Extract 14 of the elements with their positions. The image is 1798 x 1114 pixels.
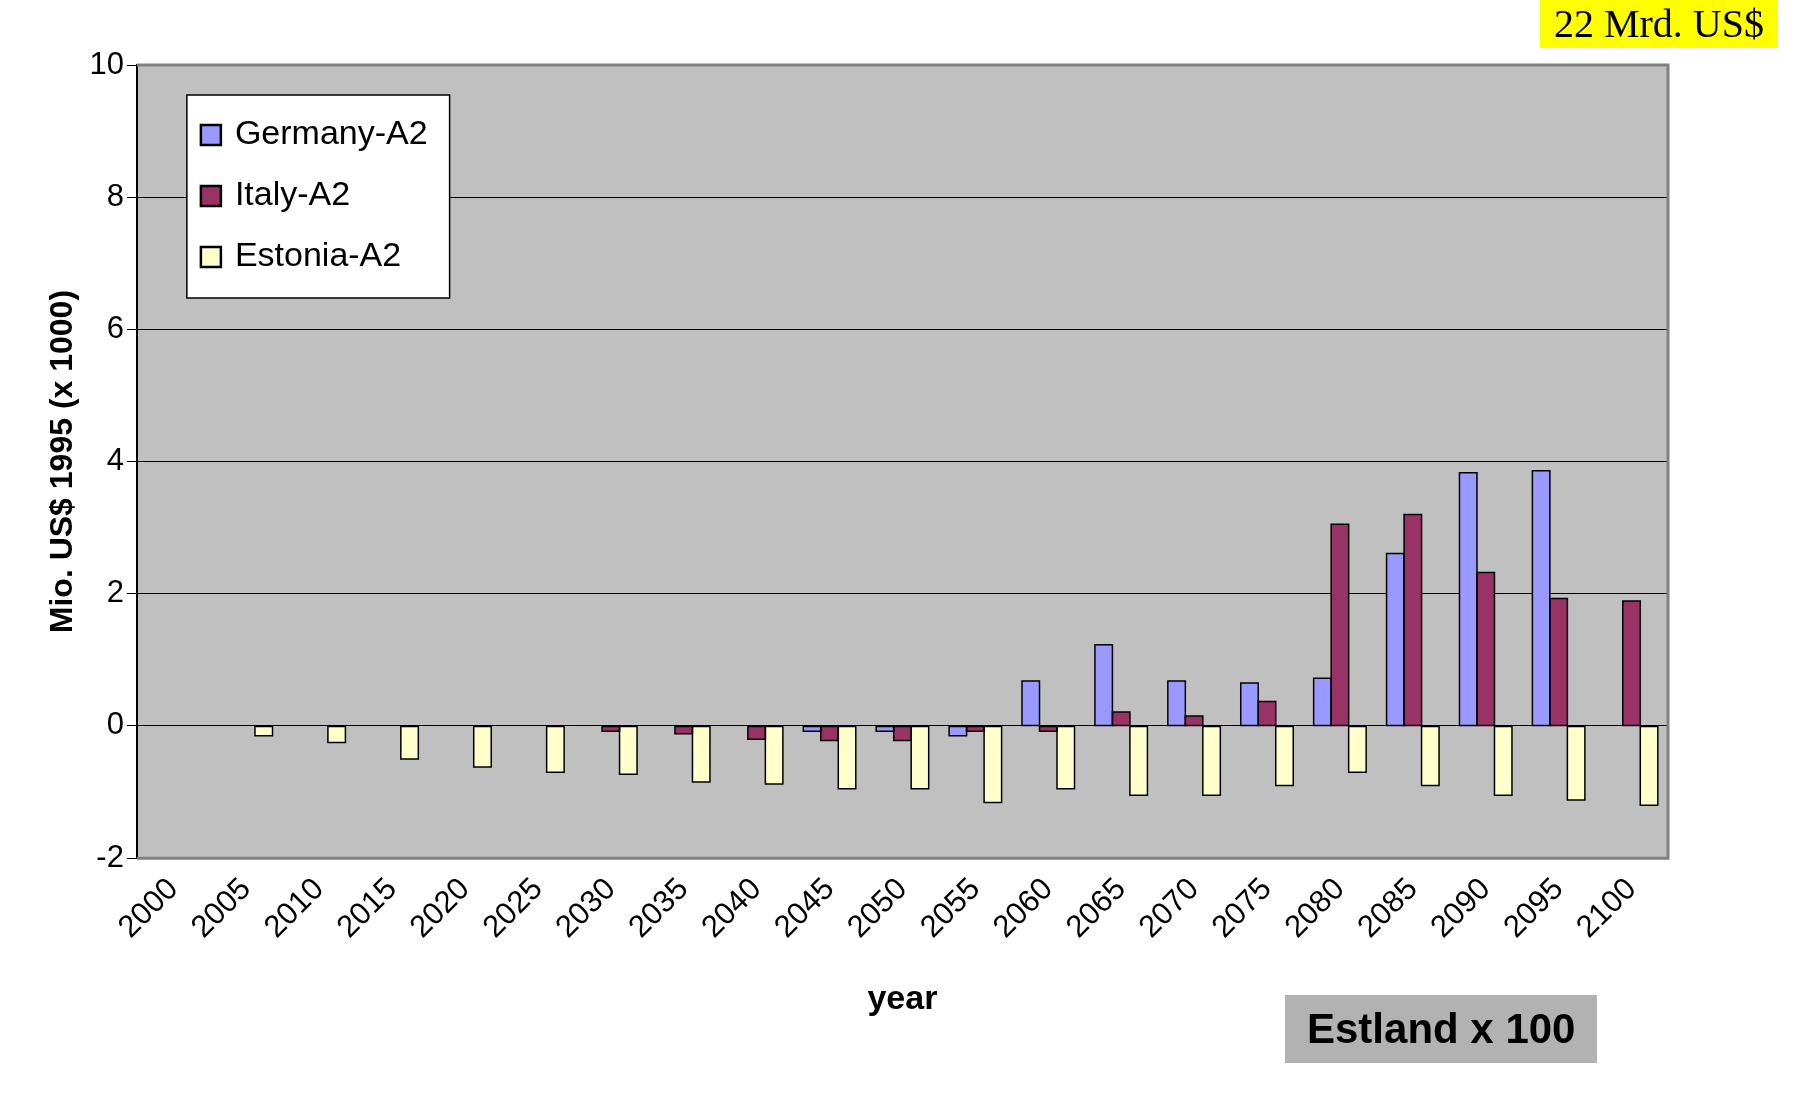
y-tick-label: 4 [106, 442, 124, 478]
y-axis-title: Mio. US$ 1995 (x 1000) [43, 289, 80, 634]
y-tick-label: 8 [106, 177, 124, 213]
y-tick-label: -2 [96, 838, 124, 874]
text: Estland x 100 [1285, 995, 1598, 1063]
y-tick-label: 2 [106, 574, 124, 610]
legend-label: Estonia-A2 [234, 235, 402, 274]
y-tick-label: 0 [106, 706, 124, 742]
legend-label: Italy-A2 [234, 174, 351, 213]
legend-label: Germany-A2 [234, 113, 428, 152]
text: 22 Mrd. US$ [1539, 0, 1778, 48]
y-tick-label: 10 [89, 45, 124, 81]
y-tick-label: 6 [106, 309, 124, 345]
x-axis-title: year [867, 977, 938, 1016]
